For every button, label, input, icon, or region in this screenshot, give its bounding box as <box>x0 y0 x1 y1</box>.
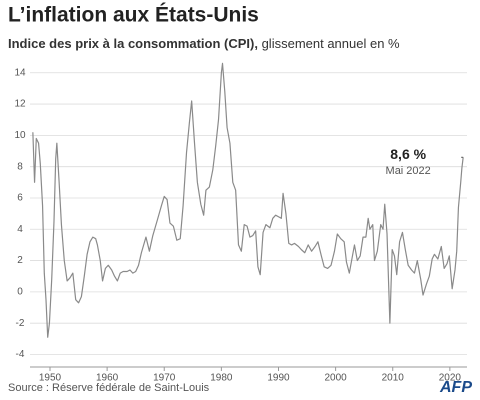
x-tick-label: 1950 <box>39 373 62 384</box>
annotation-date: Mai 2022 <box>386 165 431 177</box>
y-tick-label: 6 <box>17 193 23 204</box>
y-tick-label: 8 <box>17 161 23 172</box>
subtitle: Indice des prix à la consommation (CPI),… <box>8 36 400 51</box>
y-tick-label: 0 <box>17 287 23 298</box>
y-tick-label: -4 <box>16 349 25 360</box>
y-tick-label: 10 <box>14 130 26 141</box>
logo: AFP <box>439 379 472 396</box>
data-line <box>32 62 464 338</box>
y-tick-label: 2 <box>17 255 23 266</box>
x-tick-label: 2020 <box>439 373 462 384</box>
x-tick-label: 1990 <box>267 373 290 384</box>
subtitle-text: glissement annuel en % <box>262 36 400 51</box>
subtitle-bold: Indice des prix à la consommation (CPI), <box>8 36 258 51</box>
x-tick-label: 2010 <box>382 373 405 384</box>
annotation-value: 8,6 % <box>390 146 426 162</box>
x-tick-label: 1960 <box>96 373 119 384</box>
chart-title: L’inflation aux États-Unis <box>8 4 259 27</box>
y-tick-label: 14 <box>14 67 26 78</box>
y-tick-label: -2 <box>16 318 25 329</box>
source: Source : Réserve fédérale de Saint-Louis <box>8 382 210 394</box>
y-tick-label: 12 <box>14 99 26 110</box>
x-tick-label: 1970 <box>153 373 176 384</box>
y-tick-label: 4 <box>17 224 23 235</box>
x-tick-label: 2000 <box>324 373 347 384</box>
x-tick-label: 1980 <box>210 373 233 384</box>
